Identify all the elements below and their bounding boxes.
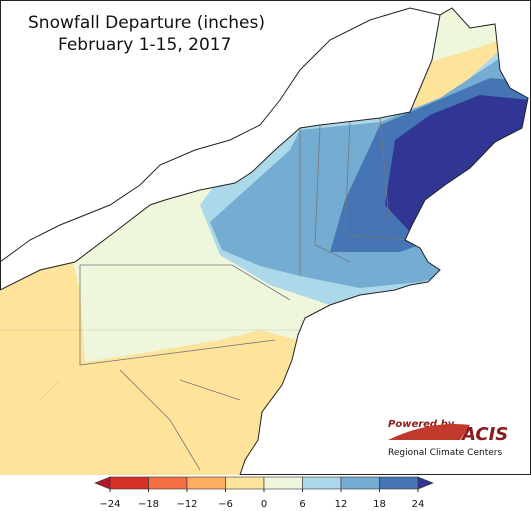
colorbar-tick-label: 0 (261, 499, 267, 510)
colorbar-under (94, 476, 111, 490)
colorbar-tick-label: 6 (299, 499, 305, 510)
colorbar-bin (340, 476, 380, 490)
state-lines (79, 117, 411, 471)
colorbar-bin (302, 476, 342, 490)
coastline (0, 7, 529, 476)
colorbar-over (417, 476, 434, 490)
colorbar-tick-label: −12 (176, 499, 197, 510)
acis-logo: Powered by ACIS Regional Climate Centers (388, 419, 508, 458)
colorbar-tick-label: 12 (335, 499, 348, 510)
colorbar-tick-label: −18 (138, 499, 159, 510)
colorbar-bin (263, 476, 303, 490)
map-subtitle: February 1-15, 2017 (58, 35, 231, 55)
colorbar-bin (148, 476, 188, 490)
logo-name: ACIS (460, 424, 508, 445)
colorbar-bin (225, 476, 265, 490)
map-title: Snowfall Departure (inches) (28, 13, 265, 33)
region-over-24 (385, 95, 528, 232)
colorbar-bin (109, 476, 149, 490)
colorbar-bin (186, 476, 226, 490)
logo-powered: Powered by (388, 419, 455, 430)
colorbar-bin (379, 476, 419, 490)
logo-org: Regional Climate Centers (388, 448, 502, 458)
colorbar-tick-label: 24 (412, 499, 425, 510)
colorbar: −24 −18 −12 −6 0 6 12 18 24 (94, 476, 434, 510)
logo-swoosh (388, 424, 470, 440)
colorbar-tick-label: 18 (373, 499, 386, 510)
colorbar-tick-label: −24 (99, 499, 120, 510)
colorbar-tick-label: −6 (218, 499, 233, 510)
canada-outline (0, 7, 441, 263)
